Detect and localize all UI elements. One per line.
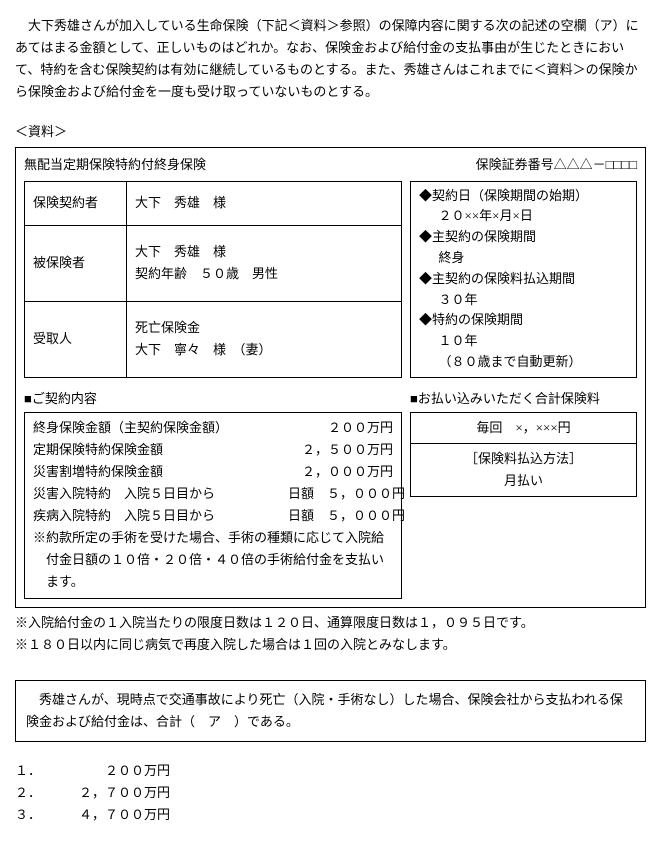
insured-label: 被保険者 xyxy=(25,225,127,301)
question-box: 秀雄さんが、現時点で交通事故により死亡（入院・手術なし）した場合、保険会社から支… xyxy=(15,680,646,742)
resource-label: ＜資料＞ xyxy=(15,121,646,143)
policy-number: 保険証券番号△△△－□□□□ xyxy=(476,154,637,176)
payment-amount: 毎回 ×，×××円 xyxy=(411,412,637,443)
beneficiary-value: 死亡保険金 大下 寧々 様 （妻） xyxy=(127,301,402,377)
contractor-label: 保険契約者 xyxy=(25,181,127,225)
insured-value: 大下 秀雄 様 契約年齢 ５０歳 男性 xyxy=(127,225,402,301)
choice-1: １． ２００万円 xyxy=(15,760,646,782)
contract-details: ■ご契約内容 終身保険金額（主契約保険金額）２００万円 定期保険特約保険金額２，… xyxy=(24,388,402,599)
answer-choices: １． ２００万円 ２． ２，７００万円 ３． ４，７００万円 xyxy=(15,760,646,826)
choice-3: ３． ４，７００万円 xyxy=(15,804,646,826)
payment-section: ■お払い込みいただく合計保険料 毎回 ×，×××円 ［保険料払込方法］ 月払い xyxy=(410,388,637,497)
note-2: ※１８０日以内に同じ病気で再度入院した場合は１回の入院とみなします。 xyxy=(15,634,646,656)
contractor-value: 大下 秀雄 様 xyxy=(127,181,402,225)
resource-box: 無配当定期保険特約付終身保険 保険証券番号△△△－□□□□ 保険契約者 大下 秀… xyxy=(15,147,646,607)
surgery-note: ※約款所定の手術を受けた場合、手術の種類に応じて入院給付金日額の１０倍・２０倍・… xyxy=(33,527,393,593)
question-intro: 大下秀雄さんが加入している生命保険（下記＜資料＞参照）の保障内容に関する次の記述… xyxy=(15,15,646,103)
choice-2: ２． ２，７００万円 xyxy=(15,782,646,804)
beneficiary-label: 受取人 xyxy=(25,301,127,377)
note-1: ※入院給付金の１入院当たりの限度日数は１２０日、通算限度日数は１，０９５日です。 xyxy=(15,612,646,634)
contract-title: ■ご契約内容 xyxy=(24,388,402,410)
terms-box: ◆契約日（保険期間の始期） ２０××年×月×日 ◆主契約の保険期間 終身 ◆主契… xyxy=(410,181,637,378)
payment-title: ■お払い込みいただく合計保険料 xyxy=(410,388,637,410)
product-name: 無配当定期保険特約付終身保険 xyxy=(24,154,206,176)
payment-method: ［保険料払込方法］ 月払い xyxy=(411,443,637,496)
notes: ※入院給付金の１入院当たりの限度日数は１２０日、通算限度日数は１，０９５日です。… xyxy=(15,612,646,656)
parties-table: 保険契約者 大下 秀雄 様 被保険者 大下 秀雄 様 契約年齢 ５０歳 男性 受… xyxy=(24,181,402,378)
